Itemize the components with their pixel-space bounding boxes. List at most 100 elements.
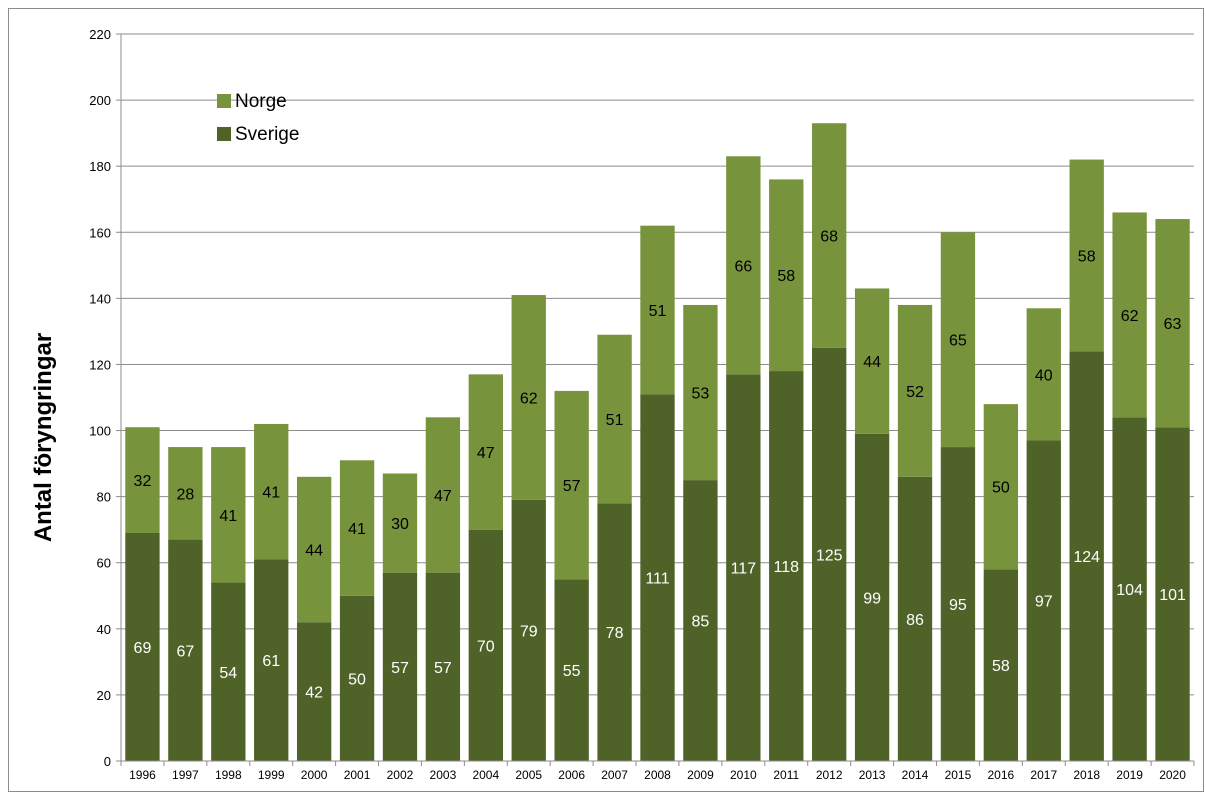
x-tick-label: 2006	[558, 768, 585, 782]
data-label-norge: 47	[477, 445, 495, 462]
bar-sverige	[125, 532, 160, 761]
bar-norge	[940, 232, 976, 448]
bar-sverige	[726, 374, 761, 761]
data-label-norge: 65	[949, 333, 967, 350]
data-label-norge: 58	[777, 268, 795, 285]
y-tick-label: 120	[89, 357, 111, 372]
bar-norge	[425, 417, 461, 573]
data-label-sverige: 104	[1116, 582, 1143, 599]
data-label-sverige: 125	[816, 547, 843, 564]
bar-sverige	[425, 572, 461, 761]
bar-sverige	[683, 480, 718, 761]
x-tick-label: 2012	[816, 768, 843, 782]
x-tick-label: 2004	[472, 768, 499, 782]
bar-norge	[812, 123, 847, 348]
data-label-norge: 62	[1121, 308, 1139, 325]
bar-norge	[468, 374, 503, 530]
bar-norge	[168, 447, 203, 540]
data-label-sverige: 85	[692, 614, 710, 631]
bar-sverige	[769, 371, 804, 761]
data-label-sverige: 79	[520, 623, 538, 640]
data-label-norge: 58	[1078, 248, 1096, 265]
data-label-sverige: 70	[477, 638, 495, 655]
bar-norge	[897, 304, 933, 477]
bar-norge	[683, 304, 718, 481]
bar-norge	[296, 476, 332, 623]
data-label-sverige: 95	[949, 597, 967, 614]
y-tick-label: 160	[89, 225, 111, 240]
data-label-norge: 40	[1035, 367, 1053, 384]
data-label-norge: 51	[649, 303, 667, 320]
bar-norge	[1155, 219, 1190, 428]
x-tick-label: 2003	[430, 768, 457, 782]
data-label-norge: 51	[606, 412, 624, 429]
data-label-sverige: 55	[563, 663, 581, 680]
x-axis-ticks: 1996 1997 1998 1999 2000 2001 2002 2003 2004 2005…	[120, 761, 1195, 782]
legend-label: Norge	[235, 91, 287, 112]
data-label-sverige: 117	[731, 561, 757, 578]
bar-sverige	[254, 559, 289, 761]
y-axis-ticks: 0 20 40 60 80 100 120 140 160 180 200 220	[89, 27, 121, 769]
data-label-norge: 47	[434, 488, 452, 505]
x-tick-label: 2001	[344, 768, 371, 782]
y-tick-label: 200	[89, 93, 111, 108]
y-tick-label: 40	[97, 622, 111, 637]
data-label-norge: 62	[520, 391, 538, 408]
x-tick-label: 2005	[515, 768, 542, 782]
data-label-norge: 66	[734, 258, 752, 275]
x-tick-label: 2019	[1116, 768, 1143, 782]
data-label-norge: 53	[692, 386, 710, 403]
y-tick-label: 180	[89, 159, 111, 174]
data-label-sverige: 69	[134, 640, 152, 657]
legend: Norge Sverige	[217, 91, 299, 145]
data-label-norge: 68	[820, 229, 838, 246]
data-label-norge: 44	[305, 543, 323, 560]
y-tick-label: 140	[89, 291, 111, 306]
bar-norge	[769, 179, 804, 372]
bar-sverige	[897, 476, 933, 761]
data-label-sverige: 58	[992, 658, 1010, 675]
y-tick-label: 60	[97, 556, 111, 571]
bar-norge	[1026, 308, 1061, 441]
bar-norge	[726, 156, 761, 375]
bar-sverige	[382, 572, 418, 761]
bar-sverige	[640, 394, 675, 761]
x-tick-label: 2016	[988, 768, 1015, 782]
x-tick-label: 2013	[859, 768, 886, 782]
x-tick-label: 1996	[129, 768, 156, 782]
bar-sverige	[468, 529, 503, 761]
chart-frame: 0 20 40 60 80 100 120 140 160 180 200 220 69 32 67 28 5…	[8, 8, 1204, 792]
bar-norge	[597, 334, 632, 504]
data-label-norge: 50	[992, 480, 1010, 497]
y-tick-label: 0	[104, 754, 111, 769]
x-tick-label: 2015	[945, 768, 972, 782]
bars: 69 32 67 28 54 41 61 41 42 44 50 41 57 30 57 47 70 47 79 62…	[125, 123, 1190, 761]
y-tick-label: 80	[97, 490, 111, 505]
y-tick-label: 20	[97, 688, 111, 703]
bar-sverige	[1112, 417, 1147, 761]
data-label-sverige: 78	[606, 625, 624, 642]
data-label-sverige: 54	[219, 665, 237, 682]
bar-norge	[339, 460, 375, 596]
data-label-norge: 41	[219, 508, 237, 525]
data-label-norge: 63	[1164, 316, 1182, 333]
data-label-norge: 41	[348, 521, 366, 538]
bar-norge	[1069, 159, 1104, 352]
legend-swatch	[217, 94, 231, 108]
x-tick-label: 1997	[172, 768, 199, 782]
data-label-sverige: 118	[774, 559, 800, 576]
bar-sverige	[940, 447, 976, 761]
x-tick-label: 1998	[215, 768, 242, 782]
x-tick-label: 2009	[687, 768, 714, 782]
bar-sverige	[168, 539, 203, 761]
bar-norge	[854, 288, 890, 434]
bar-norge	[983, 404, 1019, 570]
bar-sverige	[554, 579, 589, 761]
bar-sverige	[296, 622, 332, 761]
bar-sverige	[597, 503, 632, 761]
legend-label: Sverige	[235, 124, 299, 145]
data-label-sverige: 61	[262, 653, 280, 670]
bar-sverige	[511, 499, 546, 761]
data-label-sverige: 57	[391, 660, 409, 677]
bar-sverige	[812, 347, 847, 761]
